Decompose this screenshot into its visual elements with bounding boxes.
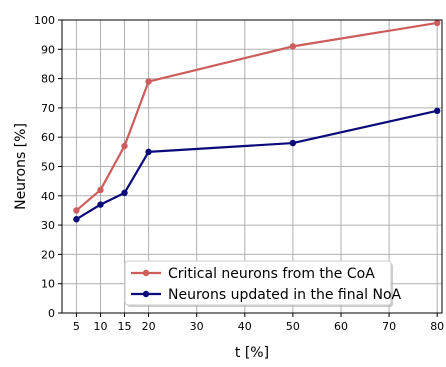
legend-box	[124, 260, 392, 306]
legend-label-2: Neurons updated in the final NoA	[168, 287, 402, 303]
x-tick-label: 70	[382, 320, 396, 333]
x-tick-label: 10	[93, 320, 107, 333]
y-tick-label: 60	[41, 131, 55, 144]
legend-marker-2	[142, 290, 150, 298]
x-tick-label: 20	[142, 320, 156, 333]
data-point-series-1	[97, 186, 104, 194]
y-tick-label: 80	[41, 73, 55, 86]
x-tick-label: 50	[286, 320, 300, 333]
series-line-2	[75, 109, 438, 221]
data-point-series-2	[97, 201, 104, 208]
y-tick-label: 10	[41, 278, 55, 291]
legend-marker-1	[142, 269, 150, 277]
data-point-series-2	[73, 216, 80, 223]
data-point-series-2	[121, 189, 128, 197]
ticks: 5 10 15 20 30 40 50 60 70 80 0 10 20 30 40 50 60 70 80 90 10…	[34, 14, 444, 333]
y-tick-label: 0	[48, 307, 55, 320]
y-tick-label: 30	[41, 219, 55, 232]
x-tick-label: 30	[190, 320, 204, 333]
y-tick-label: 70	[41, 102, 55, 115]
y-tick-label: 100	[34, 14, 55, 27]
x-tick-label: 5	[73, 320, 80, 333]
legend-label-1: Critical neurons from the CoA	[168, 266, 375, 282]
data-point-series-2	[145, 148, 152, 156]
y-axis-label: Neurons [%]	[13, 123, 29, 210]
data-point-series-2	[289, 139, 297, 147]
data-point-series-2	[433, 107, 441, 115]
data-point-series-1	[121, 142, 128, 150]
data-point-series-1	[73, 207, 80, 214]
y-tick-label: 90	[41, 43, 55, 56]
y-tick-label: 40	[41, 190, 55, 203]
y-tick-label: 50	[41, 161, 55, 174]
x-tick-label: 80	[430, 320, 444, 333]
data-point-series-1	[145, 78, 152, 85]
y-tick-label: 20	[41, 248, 55, 261]
x-tick-label: 15	[118, 320, 132, 333]
series-line-1	[75, 21, 438, 212]
series-layer	[73, 19, 441, 223]
data-point-series-1	[433, 19, 441, 27]
x-axis-label: t [%]	[235, 345, 269, 361]
x-tick-label: 40	[238, 320, 252, 333]
legend: Critical neurons from the CoA Neurons upd…	[124, 260, 402, 307]
data-point-series-1	[289, 43, 297, 50]
x-tick-label: 60	[334, 320, 348, 333]
